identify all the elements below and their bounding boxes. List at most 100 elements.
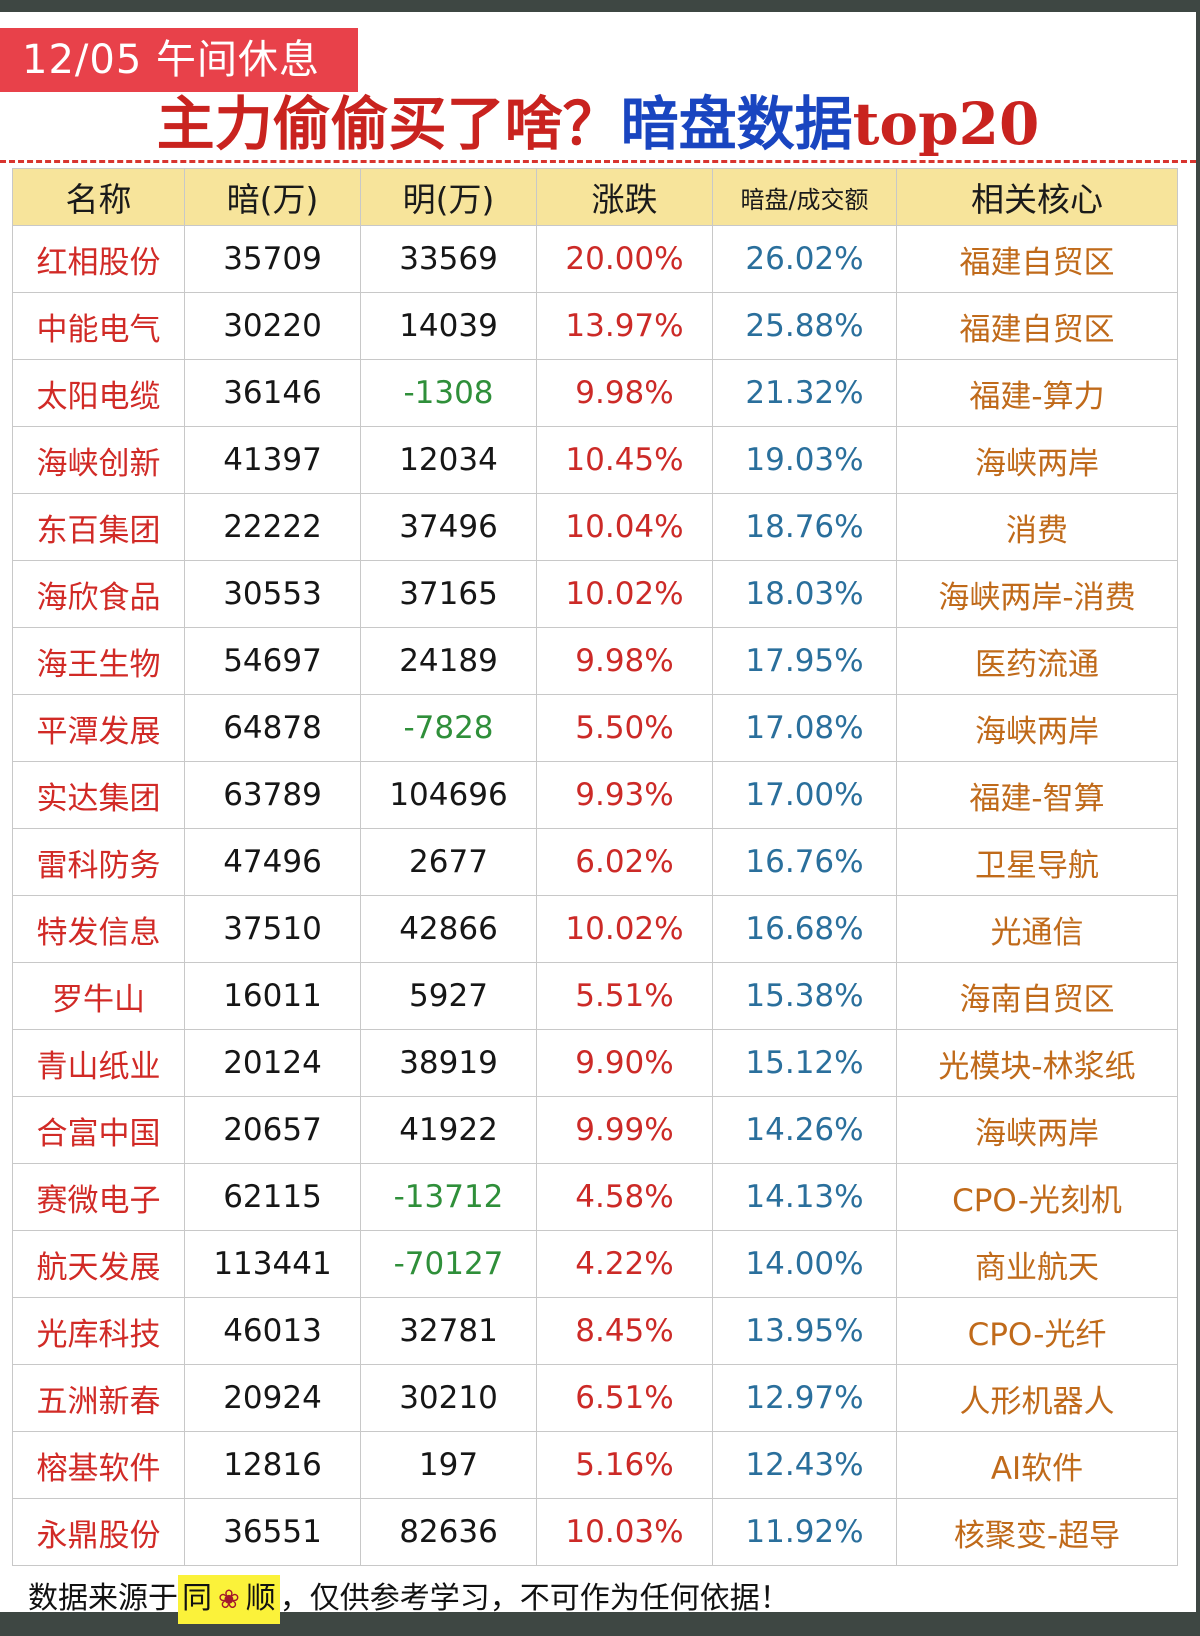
cell-change: 13.97%	[536, 292, 713, 360]
cell-ratio: 19.03%	[712, 426, 897, 494]
cell-change: 10.02%	[536, 895, 713, 963]
cell-ratio: 15.12%	[712, 1029, 897, 1097]
cell-change: 9.98%	[536, 359, 713, 427]
cell-name: 太阳电缆	[12, 359, 185, 427]
cell-name: 平潭发展	[12, 694, 185, 762]
cell-dark-amount: 35709	[184, 225, 361, 293]
cell-core-theme: 海峡两岸	[896, 694, 1178, 762]
cell-name: 青山纸业	[12, 1029, 185, 1097]
table-row: 青山纸业 20124 38919 9.90% 15.12% 光模块-林浆纸	[12, 1029, 1178, 1097]
cell-name: 五洲新春	[12, 1364, 185, 1432]
cell-core-theme: 光通信	[896, 895, 1178, 963]
cell-open-amount: 37165	[360, 560, 537, 628]
cell-name: 合富中国	[12, 1096, 185, 1164]
cell-dark-amount: 20924	[184, 1364, 361, 1432]
cell-ratio: 17.95%	[712, 627, 897, 695]
flower-icon: ❀	[218, 1585, 240, 1615]
cell-change: 10.02%	[536, 560, 713, 628]
title-suffix: top20	[852, 90, 1040, 158]
cell-change: 6.02%	[536, 828, 713, 896]
cell-ratio: 14.13%	[712, 1163, 897, 1231]
cell-ratio: 26.02%	[712, 225, 897, 293]
col-header-ratio: 暗盘/成交额	[712, 168, 897, 226]
cell-change: 8.45%	[536, 1297, 713, 1365]
cell-ratio: 14.00%	[712, 1230, 897, 1298]
title-divider	[0, 160, 1196, 163]
cell-name: 光库科技	[12, 1297, 185, 1365]
cell-core-theme: AI软件	[896, 1431, 1178, 1499]
cell-open-amount: 12034	[360, 426, 537, 494]
cell-name: 东百集团	[12, 493, 185, 561]
table-row: 实达集团 63789 104696 9.93% 17.00% 福建-智算	[12, 761, 1178, 829]
cell-core-theme: 福建-算力	[896, 359, 1178, 427]
cell-dark-amount: 63789	[184, 761, 361, 829]
cell-core-theme: 海峡两岸	[896, 1096, 1178, 1164]
cell-open-amount: -13712	[360, 1163, 537, 1231]
cell-ratio: 13.95%	[712, 1297, 897, 1365]
table-row: 航天发展 113441 -70127 4.22% 14.00% 商业航天	[12, 1230, 1178, 1298]
cell-change: 5.50%	[536, 694, 713, 762]
table-row: 海峡创新 41397 12034 10.45% 19.03% 海峡两岸	[12, 426, 1178, 494]
cell-change: 4.58%	[536, 1163, 713, 1231]
cell-core-theme: 医药流通	[896, 627, 1178, 695]
cell-core-theme: 福建自贸区	[896, 292, 1178, 360]
cell-open-amount: 41922	[360, 1096, 537, 1164]
cell-open-amount: 30210	[360, 1364, 537, 1432]
cell-core-theme: 人形机器人	[896, 1364, 1178, 1432]
cell-ratio: 18.03%	[712, 560, 897, 628]
cell-ratio: 15.38%	[712, 962, 897, 1030]
table-row: 雷科防务 47496 2677 6.02% 16.76% 卫星导航	[12, 828, 1178, 896]
cell-open-amount: 5927	[360, 962, 537, 1030]
cell-core-theme: 海南自贸区	[896, 962, 1178, 1030]
cell-ratio: 12.97%	[712, 1364, 897, 1432]
cell-dark-amount: 46013	[184, 1297, 361, 1365]
footer-suffix: ，仅供参考学习，不可作为任何依据！	[279, 1581, 790, 1616]
cell-change: 10.45%	[536, 426, 713, 494]
cell-dark-amount: 36146	[184, 359, 361, 427]
cell-dark-amount: 12816	[184, 1431, 361, 1499]
cell-core-theme: 福建自贸区	[896, 225, 1178, 293]
cell-name: 永鼎股份	[12, 1498, 185, 1566]
source-disclaimer: 数据来源于同 ❀ 顺，仅供参考学习，不可作为任何依据！	[28, 1575, 790, 1624]
cell-change: 9.99%	[536, 1096, 713, 1164]
cell-open-amount: 42866	[360, 895, 537, 963]
cell-dark-amount: 37510	[184, 895, 361, 963]
cell-name: 中能电气	[12, 292, 185, 360]
cell-open-amount: 104696	[360, 761, 537, 829]
col-header-open: 明(万)	[360, 168, 537, 226]
cell-name: 罗牛山	[12, 962, 185, 1030]
cell-name: 海王生物	[12, 627, 185, 695]
cell-ratio: 14.26%	[712, 1096, 897, 1164]
cell-name: 海峡创新	[12, 426, 185, 494]
cell-open-amount: 37496	[360, 493, 537, 561]
cell-name: 榕基软件	[12, 1431, 185, 1499]
date-badge: 12/05 午间休息	[0, 28, 358, 92]
cell-open-amount: 82636	[360, 1498, 537, 1566]
cell-dark-amount: 30220	[184, 292, 361, 360]
dark-pool-table: 名称 暗(万) 明(万) 涨跌 暗盘/成交额 相关核心 红相股份 35709 335…	[12, 168, 1178, 1566]
cell-open-amount: 197	[360, 1431, 537, 1499]
cell-core-theme: CPO-光纤	[896, 1297, 1178, 1365]
cell-ratio: 18.76%	[712, 493, 897, 561]
cell-name: 航天发展	[12, 1230, 185, 1298]
table-row: 东百集团 22222 37496 10.04% 18.76% 消费	[12, 493, 1178, 561]
cell-ratio: 25.88%	[712, 292, 897, 360]
cell-dark-amount: 20124	[184, 1029, 361, 1097]
cell-core-theme: 核聚变-超导	[896, 1498, 1178, 1566]
cell-change: 10.04%	[536, 493, 713, 561]
col-header-change: 涨跌	[536, 168, 713, 226]
cell-dark-amount: 36551	[184, 1498, 361, 1566]
col-header-dark: 暗(万)	[184, 168, 361, 226]
table-row: 五洲新春 20924 30210 6.51% 12.97% 人形机器人	[12, 1364, 1178, 1432]
cell-name: 赛微电子	[12, 1163, 185, 1231]
cell-core-theme: 海峡两岸-消费	[896, 560, 1178, 628]
table-row: 合富中国 20657 41922 9.99% 14.26% 海峡两岸	[12, 1096, 1178, 1164]
cell-ratio: 16.68%	[712, 895, 897, 963]
cell-change: 10.03%	[536, 1498, 713, 1566]
cell-open-amount: 2677	[360, 828, 537, 896]
cell-name: 海欣食品	[12, 560, 185, 628]
cell-open-amount: -1308	[360, 359, 537, 427]
table-row: 榕基软件 12816 197 5.16% 12.43% AI软件	[12, 1431, 1178, 1499]
source-brand-part1: 同	[182, 1581, 212, 1616]
